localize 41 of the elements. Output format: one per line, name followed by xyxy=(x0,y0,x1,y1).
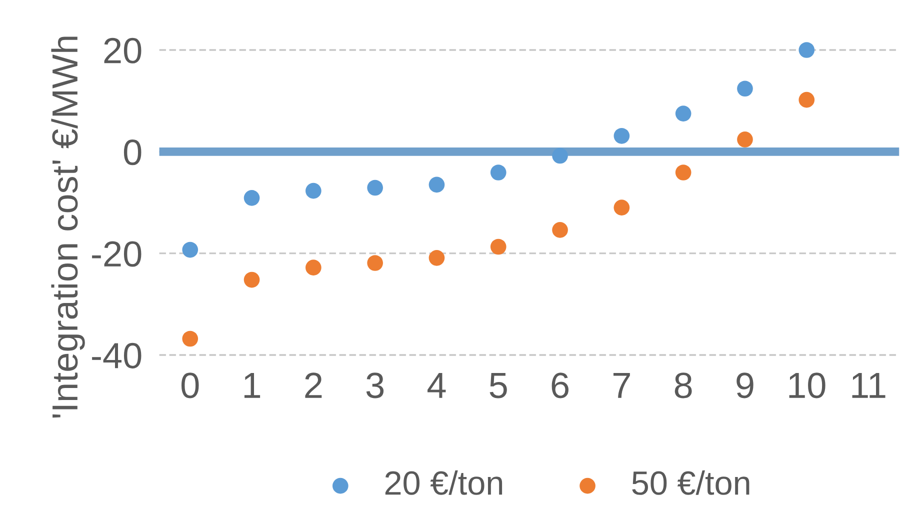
x-tick-label: 7 xyxy=(613,373,630,398)
point xyxy=(182,242,198,258)
x-tick-label: 3 xyxy=(366,372,384,398)
point xyxy=(552,222,568,238)
x-tick-label: 6 xyxy=(552,372,568,398)
x-tick-label: 5 xyxy=(490,373,507,398)
point xyxy=(798,92,815,108)
point xyxy=(306,260,322,276)
x-tick-label: 0 xyxy=(181,372,199,398)
point xyxy=(675,106,692,122)
x-tick-label: 8 xyxy=(674,372,692,398)
point xyxy=(552,148,568,164)
x-tick-label: 9 xyxy=(736,372,754,398)
point xyxy=(367,180,383,196)
point xyxy=(614,128,630,144)
y-tick-label: 20 xyxy=(104,38,142,64)
y-tick-label: 0 xyxy=(124,140,142,166)
point xyxy=(244,272,260,288)
point xyxy=(737,80,753,97)
point xyxy=(244,190,260,206)
x-tick-label: 4 xyxy=(428,373,446,398)
point xyxy=(182,330,198,347)
y-tick-label: -40 xyxy=(92,342,142,368)
point xyxy=(737,132,753,148)
point xyxy=(490,238,506,255)
point xyxy=(675,164,692,180)
y-axis-title: 'Integration cost' €/MWh xyxy=(51,36,85,418)
point xyxy=(614,200,630,216)
y-tick-label: -20 xyxy=(92,241,142,267)
point xyxy=(798,42,815,58)
x-tick-label: 11 xyxy=(852,373,886,398)
point xyxy=(428,176,445,193)
x-tick-label: 1 xyxy=(244,373,260,398)
x-tick-label: 10 xyxy=(789,372,826,398)
x-tick-label: 2 xyxy=(305,372,322,398)
point xyxy=(367,255,383,271)
point xyxy=(306,182,322,199)
point xyxy=(428,250,445,266)
legend-label: 50 €/ton xyxy=(632,470,750,495)
legend-label: 20 €/ton xyxy=(385,470,502,495)
point xyxy=(490,164,506,180)
